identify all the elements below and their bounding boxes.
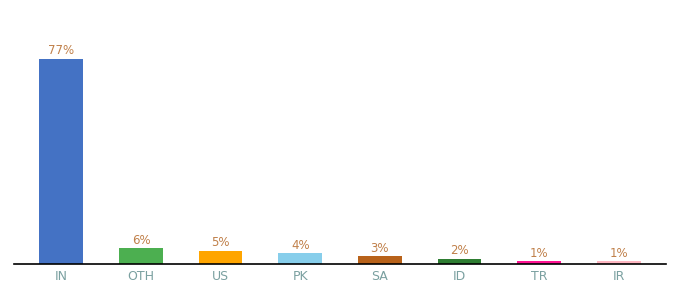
Bar [517,261,561,264]
Bar [199,251,243,264]
Bar [597,261,641,264]
Text: 2%: 2% [450,244,469,257]
Text: 1%: 1% [609,247,628,260]
Text: 77%: 77% [48,44,74,57]
Text: 3%: 3% [371,242,389,255]
Bar [278,253,322,264]
Bar [437,259,481,264]
Text: 1%: 1% [530,247,548,260]
Text: 6%: 6% [132,234,150,247]
Bar [358,256,402,264]
Bar [39,59,83,264]
Text: 4%: 4% [291,239,309,252]
Text: 5%: 5% [211,236,230,249]
Bar [119,248,163,264]
